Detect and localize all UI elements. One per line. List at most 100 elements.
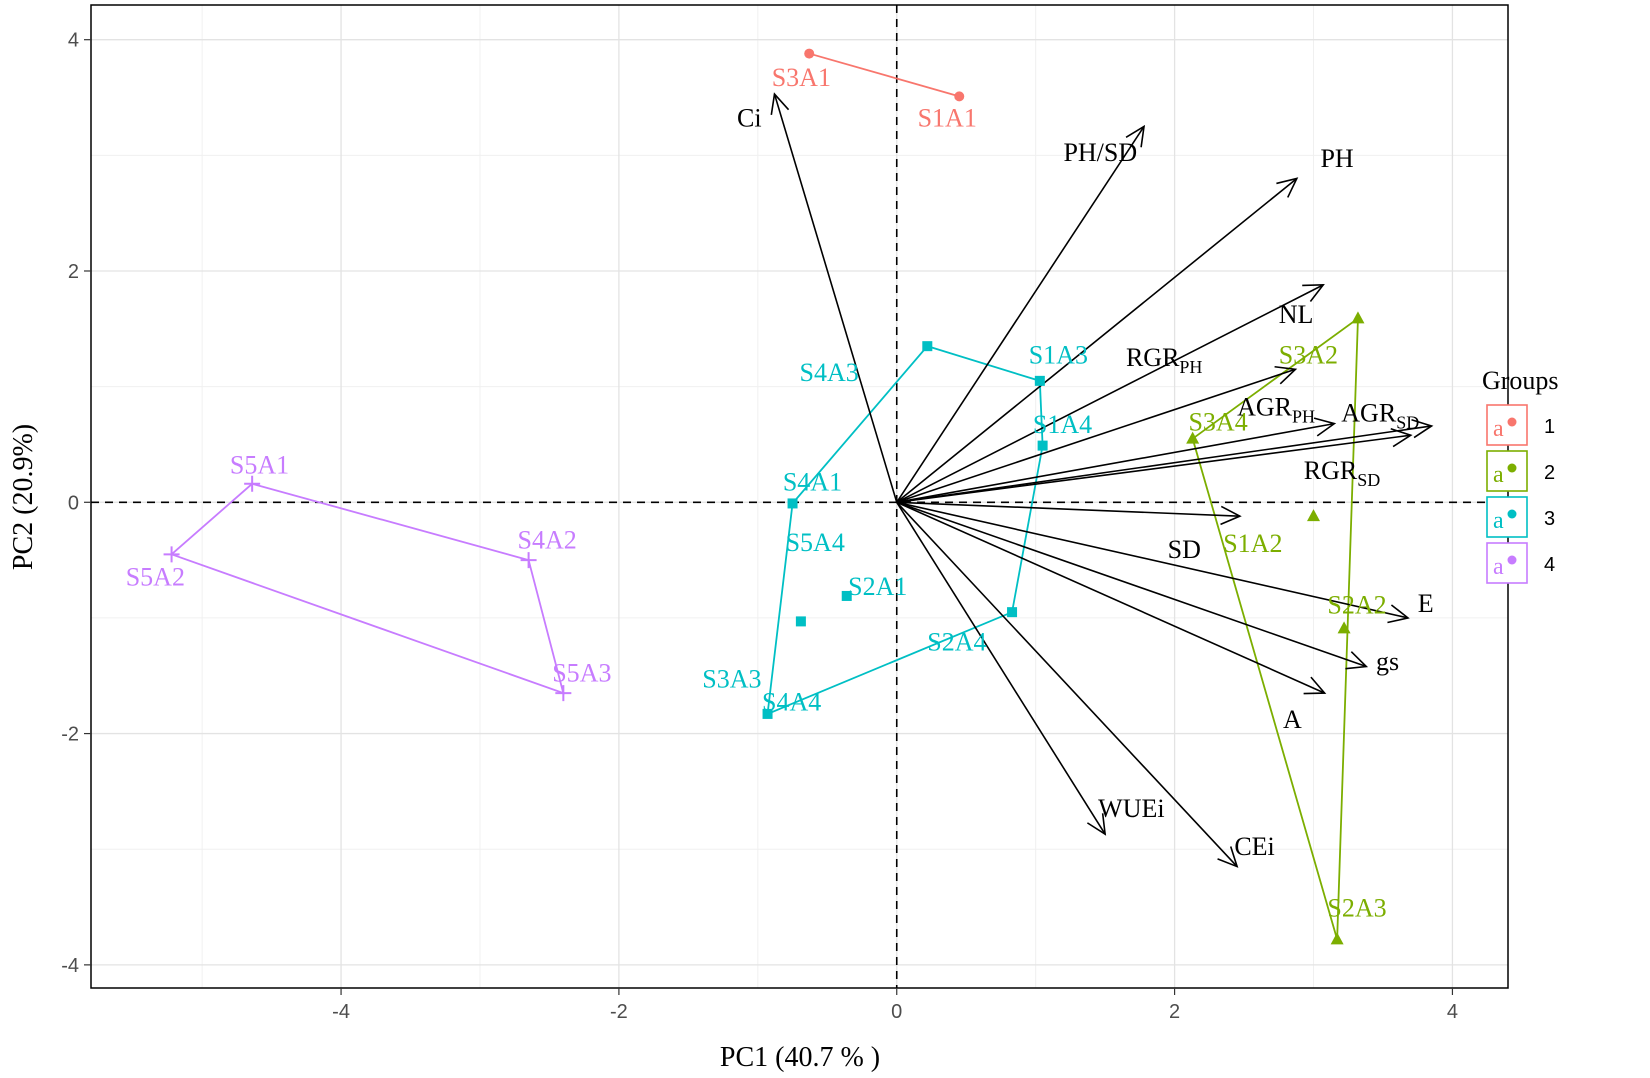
legend-label: 2 <box>1544 462 1555 484</box>
group-4-point <box>555 685 572 702</box>
legend-key-glyph: a <box>1493 416 1504 442</box>
legend-key-glyph: a <box>1493 508 1504 534</box>
y-tick-label: -2 <box>61 724 79 746</box>
loading-label: E <box>1418 589 1434 618</box>
legend-key-glyph: a <box>1493 462 1504 488</box>
loading-label: SD <box>1168 535 1201 564</box>
loading-label-subscript: SD <box>1357 470 1380 490</box>
loading-arrow-nl <box>896 284 1325 503</box>
y-tick-label: 4 <box>68 30 79 52</box>
loading-arrow-ph <box>896 177 1299 503</box>
loading-arrow-e <box>896 501 1410 624</box>
point-label: S4A3 <box>800 358 859 387</box>
loading-arrow-agrsd <box>896 418 1434 504</box>
loading-arrows <box>770 92 1434 868</box>
legend-key <box>1486 450 1528 492</box>
legend: Groups a 1 a 2 a 3 a 4 <box>1482 366 1559 584</box>
point-label: S4A2 <box>517 526 576 555</box>
group-1-hull <box>808 52 960 98</box>
group-3-point <box>841 590 852 601</box>
gridlines <box>91 5 1508 988</box>
legend-key <box>1486 542 1528 584</box>
reference-lines <box>91 5 1508 988</box>
point-label: S3A2 <box>1279 341 1338 370</box>
x-tick-label: 2 <box>1169 1001 1180 1023</box>
point-label: S5A3 <box>552 659 611 688</box>
legend-label: 4 <box>1544 554 1555 576</box>
y-tick-label: 2 <box>68 261 79 283</box>
point-label: S5A2 <box>126 563 185 592</box>
x-tick-label: 0 <box>891 1001 902 1023</box>
loading-label-subscript: PH <box>1179 357 1202 377</box>
loading-label-subscript: PH <box>1292 407 1315 427</box>
group-3-point <box>1037 440 1048 451</box>
group-4-point <box>244 475 261 492</box>
legend-label: 3 <box>1544 508 1555 530</box>
point-label: S4A4 <box>762 687 821 716</box>
loading-label: WUEi <box>1098 794 1164 823</box>
x-tick-label: 4 <box>1447 1001 1458 1023</box>
group-3-point <box>922 341 933 352</box>
x-tick-label: -2 <box>610 1001 628 1023</box>
legend-key-glyph: a <box>1493 554 1504 580</box>
loading-label: gs <box>1376 647 1399 676</box>
legend-key-dot <box>1507 463 1517 473</box>
group-2-point <box>1186 431 1200 444</box>
loading-arrow-rgrsd <box>896 427 1413 504</box>
loading-label: PH/SD <box>1063 138 1137 167</box>
legend-label: 1 <box>1544 416 1555 438</box>
legend-key-dot <box>1507 555 1517 565</box>
point-label: S1A4 <box>1033 410 1092 439</box>
loading-label-subscript: SD <box>1396 412 1419 432</box>
loading-arrow-gs <box>896 501 1369 670</box>
point-label: S3A4 <box>1188 408 1247 437</box>
legend-key-dot <box>1507 509 1517 519</box>
point-labels: S3A1 S1A1 S3A2 S3A4 S1A2 S2A2 S2A3 S4A3 S1A3 S1A4… <box>126 63 1387 922</box>
point-label: S1A3 <box>1029 341 1088 370</box>
legend-key-dot <box>1507 417 1517 427</box>
legend-key <box>1486 404 1528 446</box>
x-tick-label: -4 <box>332 1001 350 1023</box>
loading-arrow-a <box>896 501 1327 695</box>
group-3-point <box>795 616 806 627</box>
legend-title: Groups <box>1482 366 1559 395</box>
loading-arrow-ph-sd <box>896 124 1146 503</box>
group-3-point <box>1007 607 1018 618</box>
point-label: S5A1 <box>230 450 289 479</box>
y-tick-label: -4 <box>61 955 79 977</box>
loading-arrow-wuei <box>896 501 1107 836</box>
loading-arrow-rgrph <box>896 365 1298 504</box>
group-2-point <box>1330 932 1344 945</box>
y-tick-label: 0 <box>68 492 79 514</box>
point-label: S3A3 <box>702 664 761 693</box>
loading-arrow-sd <box>896 501 1242 526</box>
loading-label: CEi <box>1234 832 1274 861</box>
point-label: S2A3 <box>1327 893 1386 922</box>
score-points <box>163 48 1365 945</box>
legend-key <box>1486 496 1528 538</box>
group-1-point <box>954 91 965 102</box>
group-4-point <box>520 552 537 569</box>
group-3-point <box>762 708 773 719</box>
group-3-point <box>1034 375 1045 386</box>
point-label: S2A4 <box>927 627 986 656</box>
point-label: S1A1 <box>918 103 977 132</box>
x-axis-title: PC1 (40.7 % ) <box>720 1042 880 1073</box>
loading-label: PH <box>1320 144 1353 173</box>
point-label: S4A1 <box>783 468 842 497</box>
loading-label: AGRPH <box>1237 393 1315 427</box>
group-3-point <box>787 498 798 509</box>
group-2-point <box>1351 311 1365 324</box>
loading-arrow-agrph <box>896 417 1337 504</box>
loading-label: Ci <box>737 103 762 132</box>
group-2-point <box>1307 509 1321 522</box>
point-label: S2A1 <box>848 572 907 601</box>
y-axis-title: PC2 (20.9%) <box>8 424 39 570</box>
loading-label: NL <box>1279 300 1314 329</box>
loading-label: A <box>1283 705 1302 734</box>
group-2-point <box>1337 621 1351 634</box>
point-label: S2A2 <box>1327 590 1386 619</box>
point-label: S1A2 <box>1223 529 1282 558</box>
point-label: S5A4 <box>786 528 845 557</box>
